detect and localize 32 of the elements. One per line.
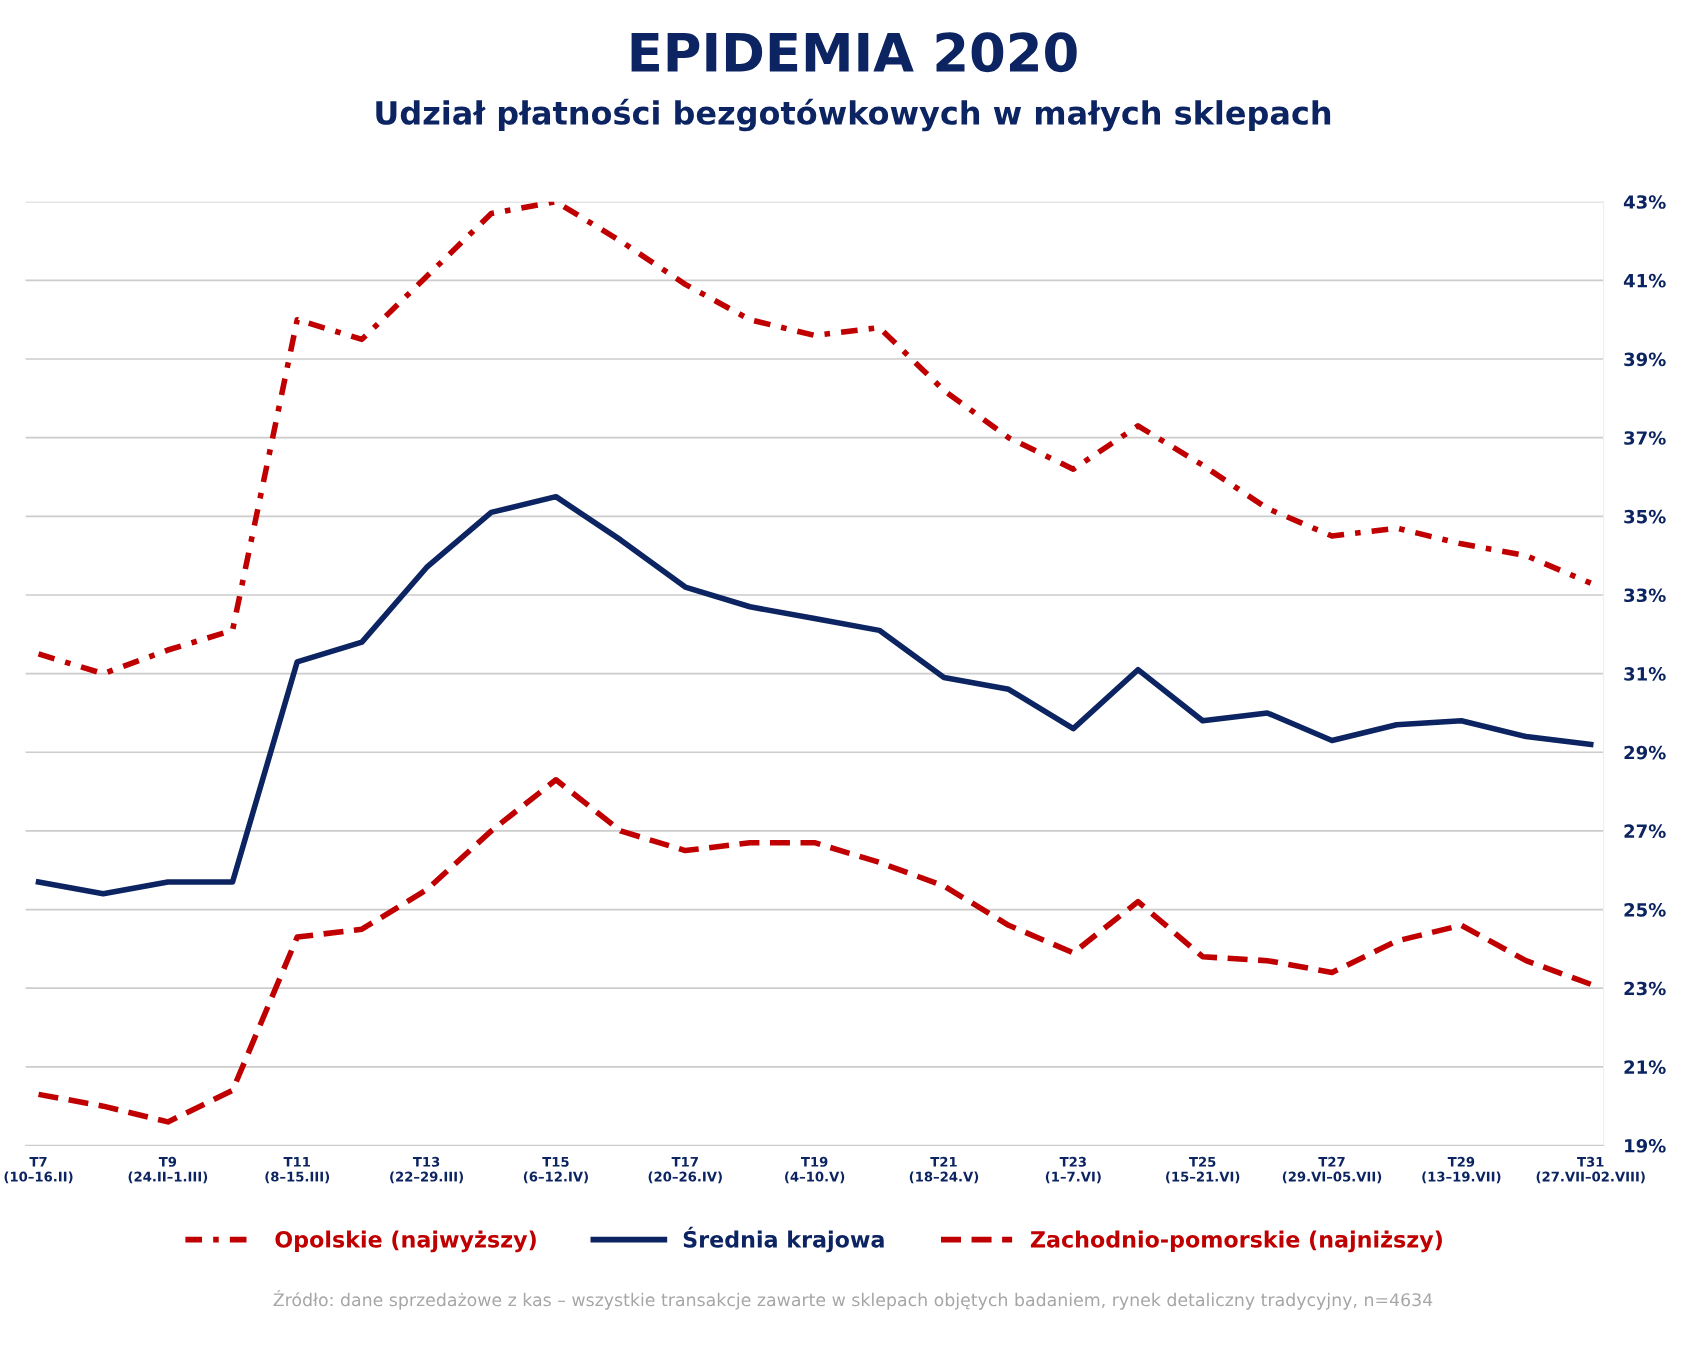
y-tick-label: 35% [1624, 509, 1666, 524]
x-tick-label: T9 (24.II–1.III) [128, 1156, 208, 1184]
x-tick-label: T31 (27.VII–02.VIII) [1536, 1156, 1645, 1184]
x-tick-label: T27 (29.VI–05.VII) [1282, 1156, 1382, 1184]
x-tick-label: T19 (4–10.V) [785, 1156, 845, 1184]
x-tick-label: T15 (6–12.IV) [523, 1157, 588, 1184]
legend-label: Średnia krajowa [683, 1226, 884, 1253]
y-tick-label: 23% [1624, 981, 1666, 996]
y-tick-label: 27% [1624, 824, 1666, 839]
legend-label: Opolskie (najwyższy) [275, 1230, 536, 1253]
x-tick-label: T23 (1–7.VI) [1045, 1156, 1101, 1184]
x-tick-label: T7 (10–16.II) [4, 1157, 73, 1184]
x-tick-label: T17 (20–26.IV) [648, 1157, 722, 1184]
y-tick-label: 29% [1624, 745, 1666, 760]
y-tick-label: 19% [1625, 1138, 1666, 1153]
x-tick-label: T11 (8–15.III) [265, 1157, 330, 1184]
text: Źródło: dane sprzedażowe z kas – wszystkie transakcje zawarte w sklepach objętych badaniem, rynek detaliczny tradycyjny, n=4634 [273, 1290, 1433, 1310]
y-tick-label: 43% [1623, 195, 1666, 209]
chart-title: EPIDEMIA 2020 [631, 32, 1077, 73]
y-tick-label: 31% [1624, 667, 1666, 681]
x-tick-label: T29 (13–19.VII) [1422, 1156, 1501, 1184]
chart-subtitle: Udział płatności bezgotówkowych w małych sklepach [376, 98, 1331, 132]
y-tick-label: 33% [1624, 588, 1666, 603]
y-tick-label: 25% [1624, 903, 1666, 917]
y-tick-label: 37% [1624, 431, 1666, 445]
x-tick-label: T25 (15–21.VI) [1166, 1156, 1240, 1184]
y-tick-label: 21% [1624, 1060, 1666, 1074]
legend-label: Zachodnio-pomorskie (najniższy) [1030, 1230, 1442, 1253]
y-tick-label: 39% [1624, 352, 1666, 367]
y-tick-label: 41% [1623, 273, 1666, 288]
x-tick-label: T21 (18–24.V) [909, 1156, 979, 1184]
x-tick-label: T13 (22–29.III) [390, 1156, 463, 1184]
